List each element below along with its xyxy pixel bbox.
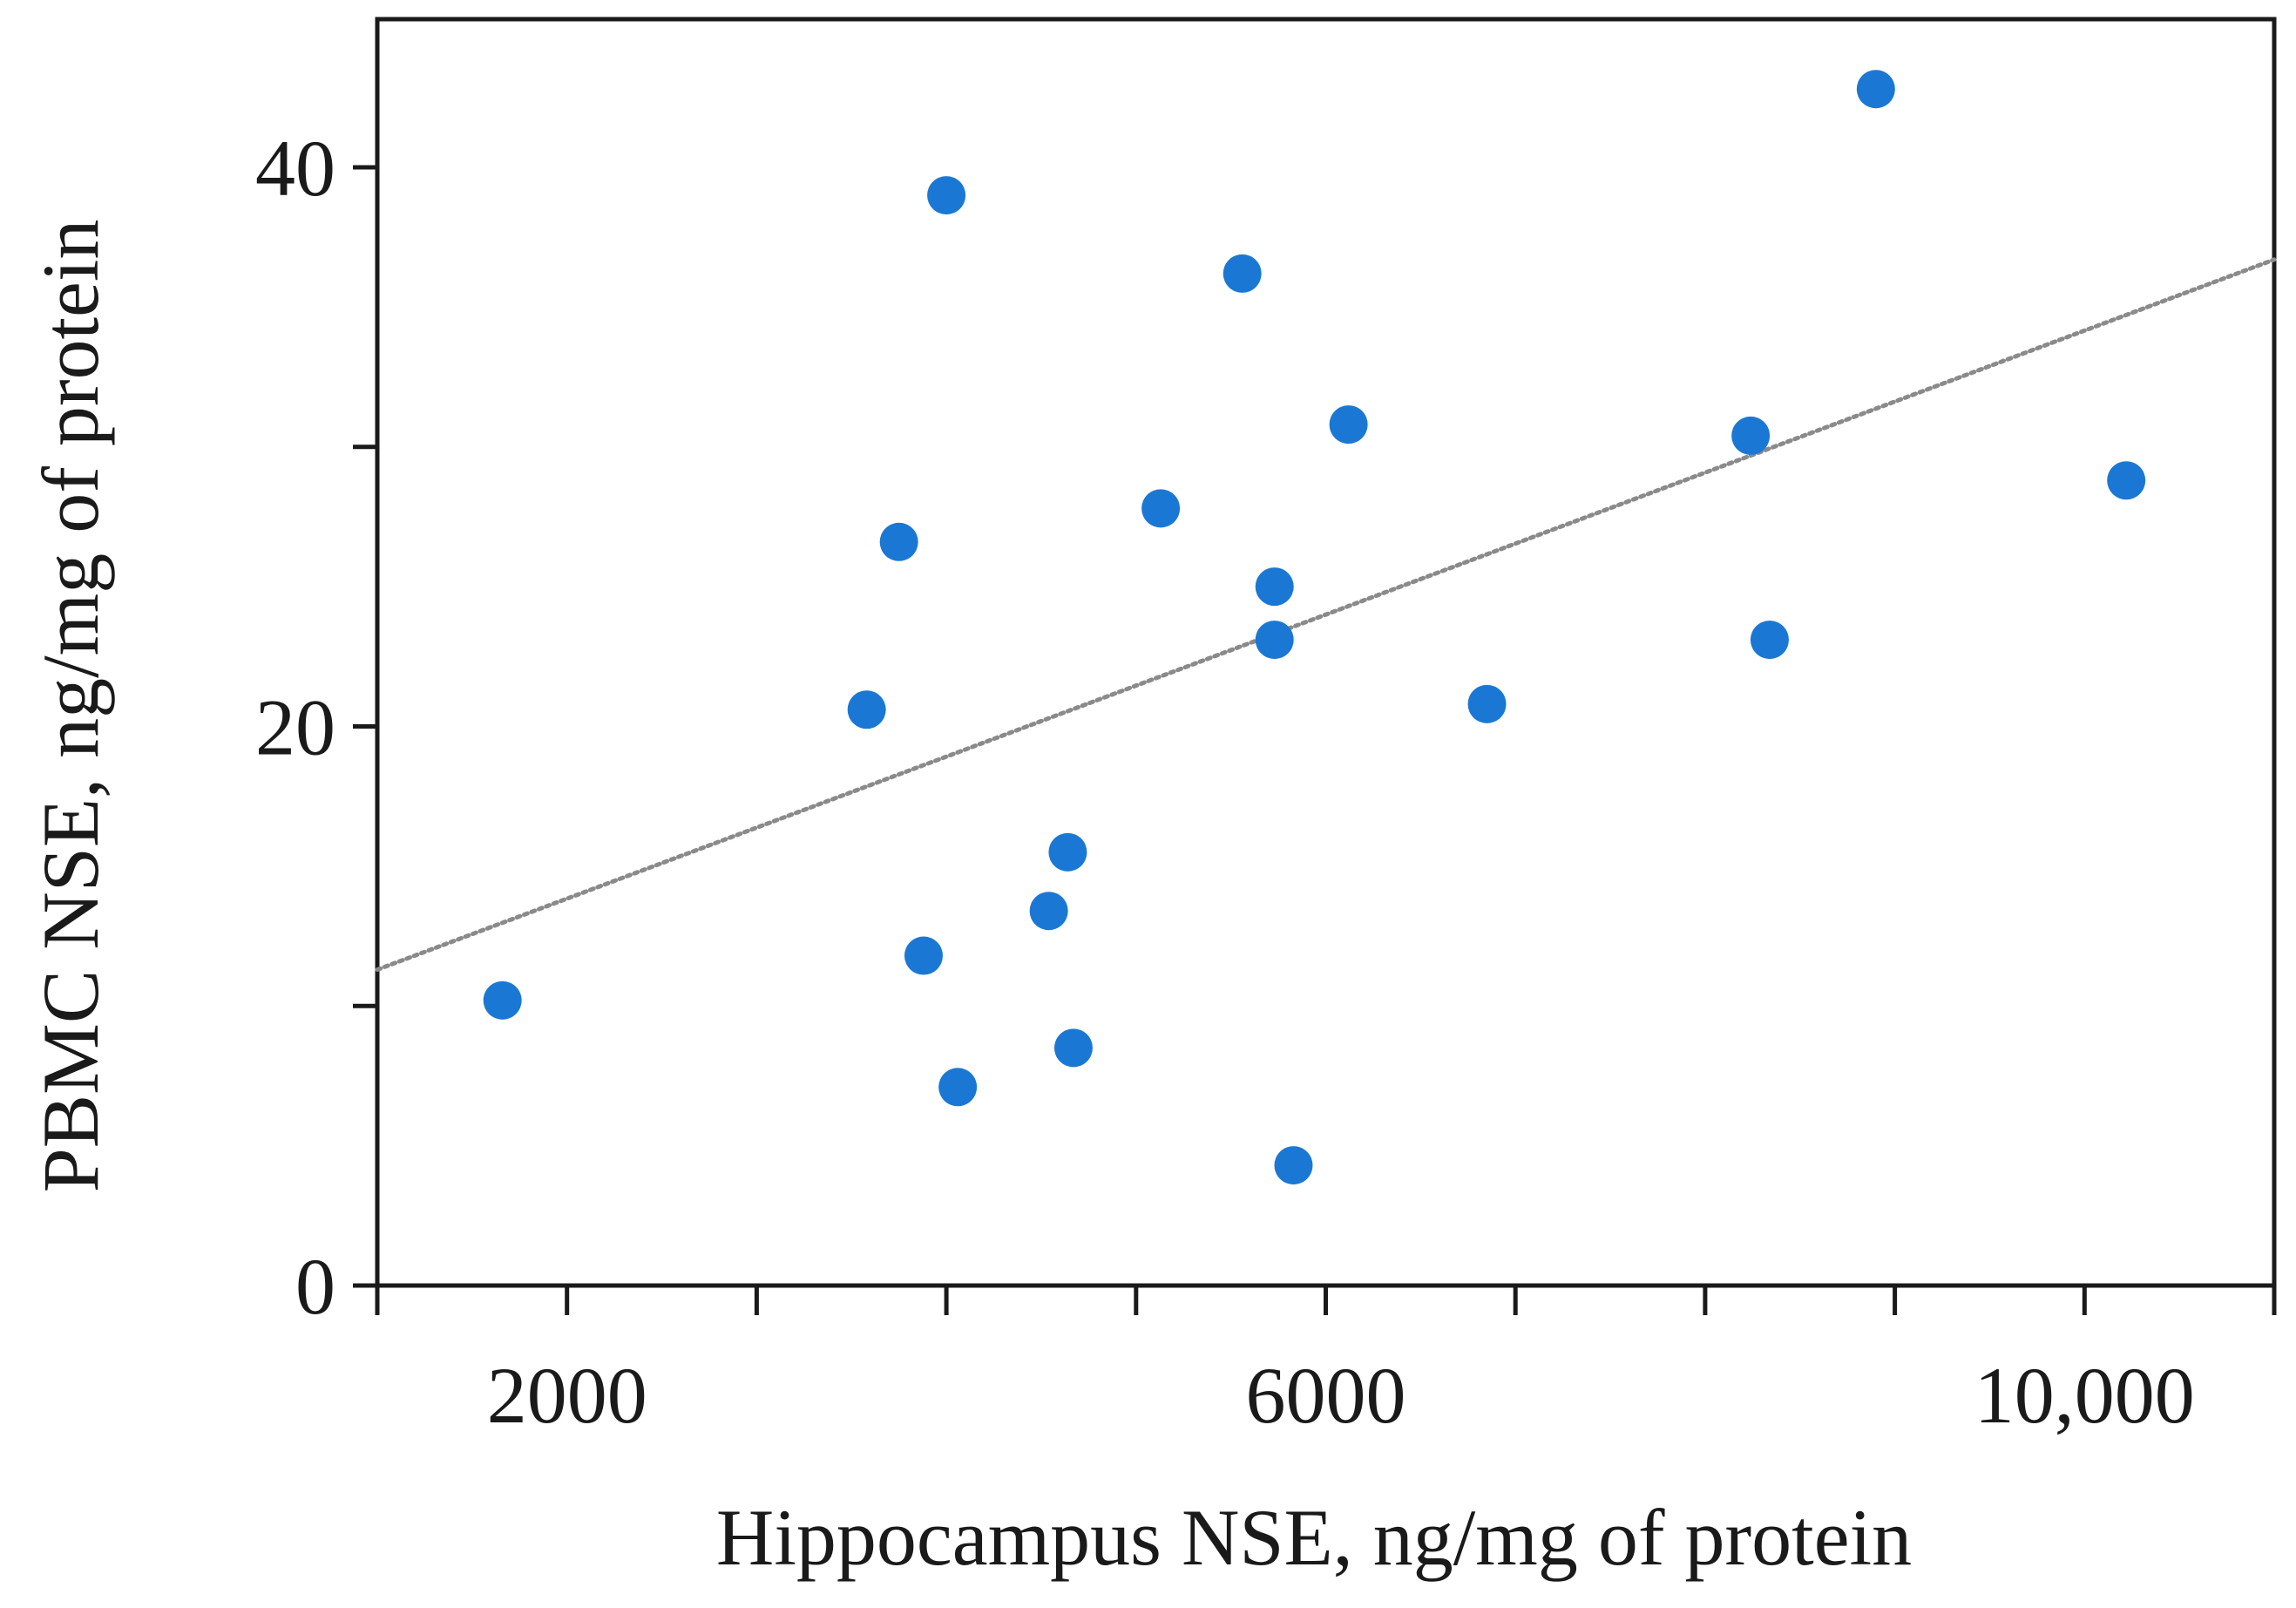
data-point-16 <box>1731 416 1771 455</box>
y-tick-label-2: 40 <box>255 124 335 213</box>
data-point-11 <box>1255 567 1294 607</box>
data-point-1 <box>847 690 886 729</box>
y-tick-label-0: 0 <box>295 1242 335 1331</box>
x-axis-label: Hippocampus NSE, ng/mg of protein <box>716 1493 1912 1582</box>
data-point-7 <box>1048 832 1087 872</box>
data-point-13 <box>1274 1146 1313 1185</box>
data-point-5 <box>938 1068 978 1107</box>
data-point-2 <box>879 522 918 561</box>
data-point-4 <box>927 176 966 215</box>
trend-line <box>375 257 2277 973</box>
data-point-6 <box>1029 892 1068 931</box>
data-point-15 <box>1467 684 1507 723</box>
data-point-3 <box>904 936 943 975</box>
data-point-9 <box>1141 489 1181 528</box>
data-point-8 <box>1053 1028 1093 1068</box>
x-tick-label-2: 10,000 <box>1974 1351 2195 1440</box>
y-axis-ticks: 0 20 40 <box>255 124 377 1331</box>
x-tick-label-0: 2000 <box>487 1351 647 1440</box>
data-point-14 <box>1329 405 1368 444</box>
data-point-10 <box>1223 254 1262 293</box>
data-point-18 <box>1856 70 1895 109</box>
data-point-17 <box>1750 621 1789 660</box>
data-point-0 <box>483 980 522 1020</box>
y-axis-label: PBMC NSE, ng/mg of protein <box>26 220 115 1193</box>
y-tick-label-1: 20 <box>255 682 335 771</box>
data-points <box>483 70 2146 1185</box>
x-tick-label-1: 6000 <box>1246 1351 1406 1440</box>
data-point-12 <box>1255 621 1294 660</box>
x-axis-ticks: 2000 6000 10,000 <box>375 1286 2277 1440</box>
data-point-19 <box>2107 461 2146 500</box>
